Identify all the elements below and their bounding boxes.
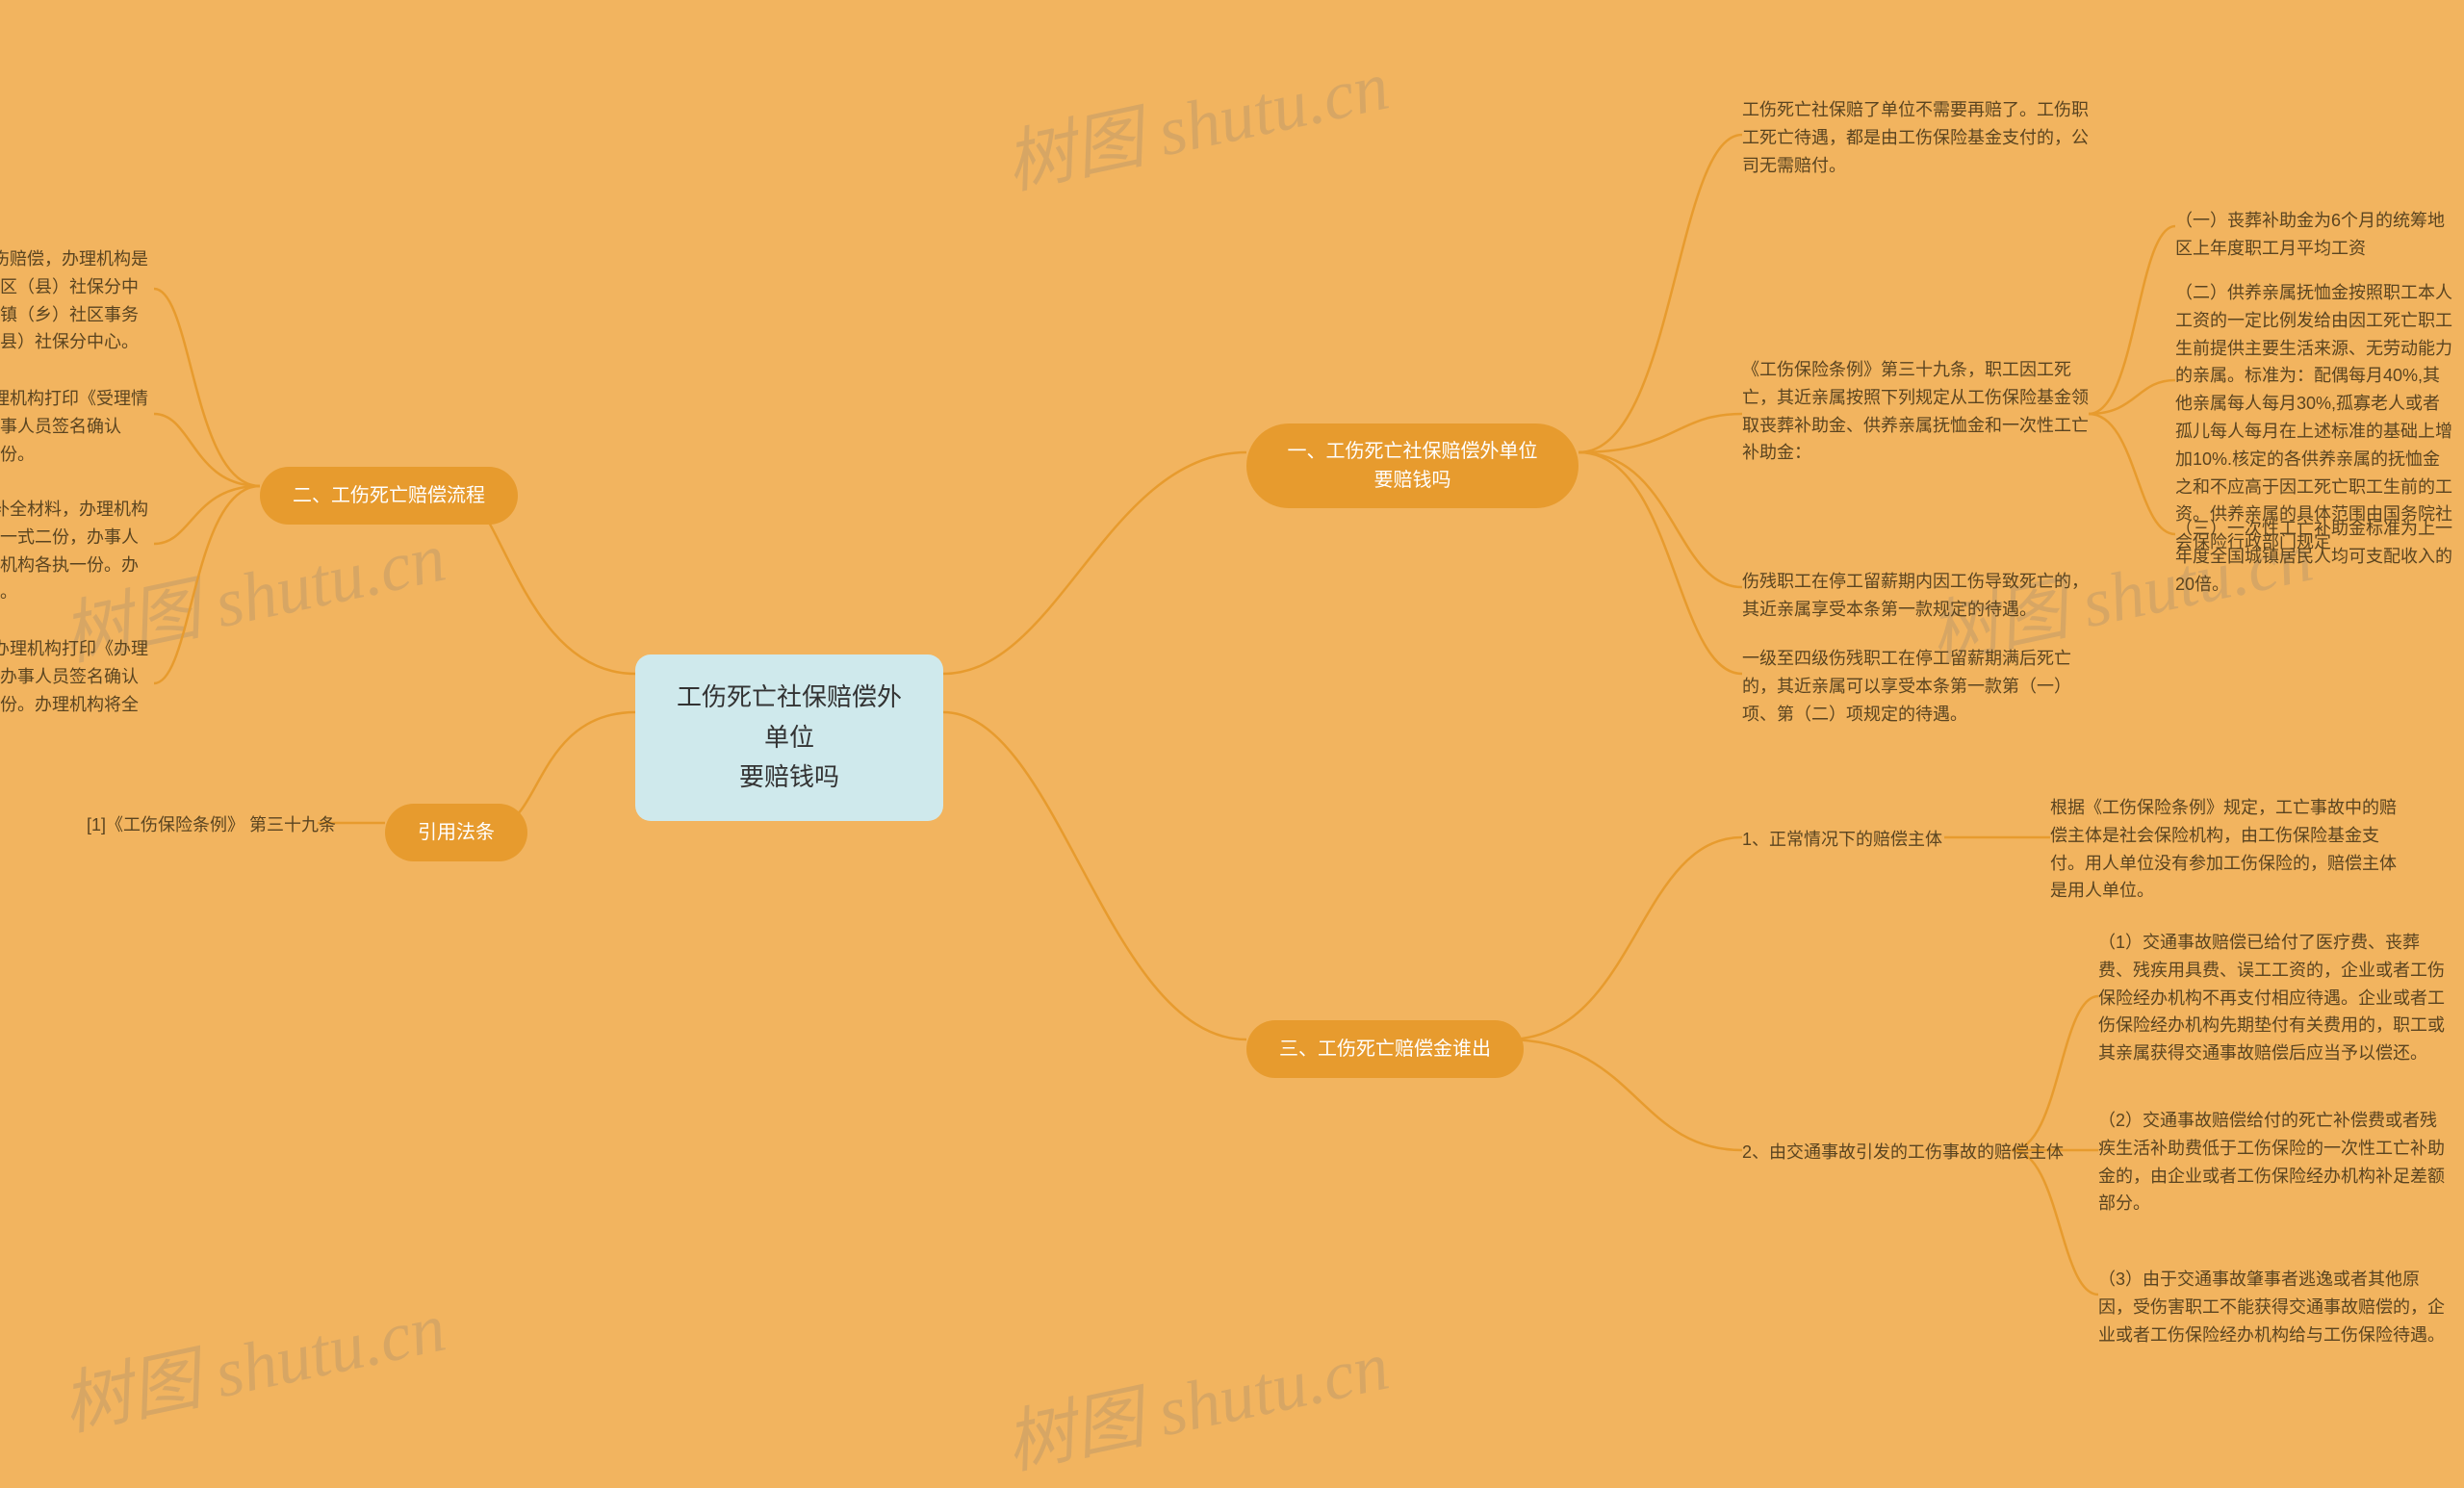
branch-3-label: 三、工伤死亡赔偿金谁出 [1279, 1039, 1491, 1060]
branch-3: 三、工伤死亡赔偿金谁出 [1246, 1020, 1524, 1078]
leaf-b1-2-3: （三）一次性工亡补助金标准为上一年度全国城镇居民人均可支配收入的20倍。 [2175, 515, 2454, 598]
leaf-b3-2-2: （2）交通事故赔偿给付的死亡补偿费或者残疾生活补助费低于工伤保险的一次性工亡补助… [2098, 1107, 2445, 1218]
watermark: 树图 shutu.cn [51, 1270, 452, 1450]
root-line2: 要赔钱吗 [670, 757, 909, 798]
branch-1: 一、工伤死亡社保赔偿外单位要赔钱吗 [1246, 423, 1578, 508]
branch-2: 二、工伤死亡赔偿流程 [260, 467, 518, 525]
leaf-b1-1: 工伤死亡社保赔了单位不需要再赔了。工伤职工死亡待遇，都是由工伤保险基金支付的，公… [1742, 96, 2089, 179]
leaf-b3-2-3: （3）由于交通事故肇事者逃逸或者其他原因，受伤害职工不能获得交通事故赔偿的，企业… [2098, 1266, 2445, 1348]
leaf-b3-1-label: 1、正常情况下的赔偿主体 [1742, 826, 1942, 854]
leaf-b1-3: 伤残职工在停工留薪期内因工伤导致死亡的，其近亲属享受本条第一款规定的待遇。 [1742, 568, 2089, 624]
leaf-b2-4: 4、不符合办理规定，办理机构打印《办理情况回执》一式二份，办事人员签名确认后，与… [0, 635, 154, 746]
leaf-b2-3: 3、材料不全且表示可补全材料，办理机构打印《受理情况回执》一式二份，办事人员签名… [0, 496, 154, 606]
mindmap-connectors [0, 0, 2464, 1403]
leaf-b2-1: 1、向办理机构申办工伤赔偿，办理机构是用人单位至参保所在地区（县）社保分中心或者… [0, 245, 154, 356]
leaf-b3-1: 根据《工伤保险条例》规定，工亡事故中的赔偿主体是社会保险机构，由工伤保险基金支付… [2050, 794, 2397, 905]
branch-4-label: 引用法条 [418, 822, 495, 843]
watermark: 树图 shutu.cn [994, 1308, 1396, 1488]
leaf-b2-2: 2、符合办理规定，办理机构打印《受理情况回执》一式二份，办事人员签名确认后，与办… [0, 385, 154, 468]
leaf-b3-2-1: （1）交通事故赔偿已给付了医疗费、丧葬费、残疾用具费、误工工资的，企业或者工伤保… [2098, 929, 2445, 1067]
root-node: 工伤死亡社保赔偿外单位 要赔钱吗 [635, 654, 943, 821]
leaf-b4-1: [1]《工伤保险条例》 第三十九条 [87, 811, 336, 839]
leaf-b1-2-1: （一）丧葬补助金为6个月的统筹地区上年度职工月平均工资 [2175, 207, 2445, 263]
watermark: 树图 shutu.cn [994, 28, 1396, 208]
leaf-b3-2-label: 2、由交通事故引发的工伤事故的赔偿主体 [1742, 1139, 2064, 1167]
branch-4: 引用法条 [385, 804, 527, 861]
root-line1: 工伤死亡社保赔偿外单位 [670, 678, 909, 757]
leaf-b1-2: 《工伤保险条例》第三十九条，职工因工死亡，其近亲属按照下列规定从工伤保险基金领取… [1742, 356, 2089, 467]
branch-2-label: 二、工伤死亡赔偿流程 [293, 485, 485, 506]
branch-1-label: 一、工伤死亡社保赔偿外单位要赔钱吗 [1288, 441, 1538, 491]
leaf-b1-4: 一级至四级伤残职工在停工留薪期满后死亡的，其近亲属可以享受本条第一款第（一）项、… [1742, 645, 2089, 728]
